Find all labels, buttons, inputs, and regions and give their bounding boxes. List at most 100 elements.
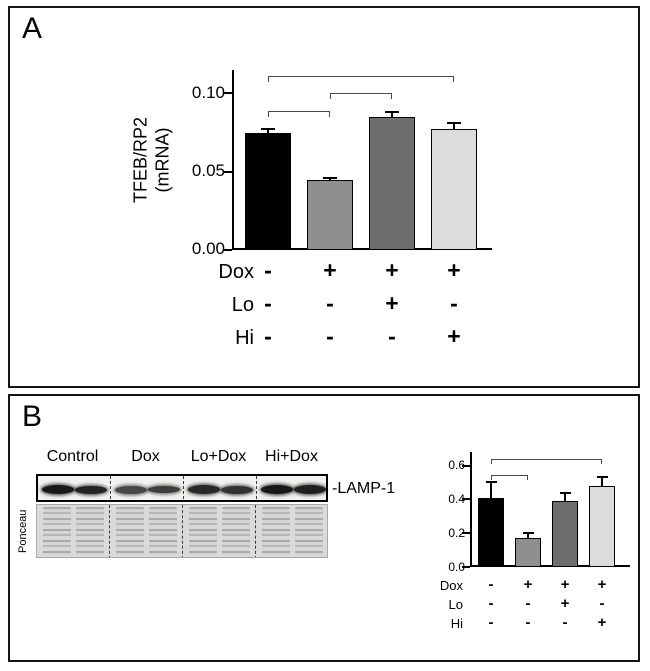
ponceau-lane xyxy=(149,507,178,555)
y-tick-label: 0.2 xyxy=(448,525,465,540)
protein-band xyxy=(221,485,254,494)
treatment-sign: - xyxy=(525,594,531,612)
ponceau-lane xyxy=(261,507,290,555)
treatment-sign: - xyxy=(488,613,494,631)
y-tick-label: 0.05 xyxy=(191,161,225,181)
treatment-sign: + xyxy=(597,575,607,593)
significance-bracket xyxy=(330,93,392,100)
treatment-sign: - xyxy=(525,613,531,631)
ponceau-label: Ponceau xyxy=(17,509,29,553)
treatment-sign: + xyxy=(447,322,461,349)
protein-band xyxy=(294,485,326,494)
ponceau-lane xyxy=(115,507,144,555)
treatment-sign: - xyxy=(264,256,272,283)
error-bar-cap xyxy=(485,481,497,484)
error-bar xyxy=(453,123,455,130)
ponceau-lane xyxy=(188,507,217,555)
chart-bar xyxy=(307,179,353,250)
error-bar-cap xyxy=(447,122,461,125)
error-bar-cap xyxy=(323,177,337,179)
error-bar xyxy=(490,482,492,498)
ponceau-lane xyxy=(295,507,324,555)
y-tick-mark xyxy=(462,464,470,467)
y-tick-label: 0.0 xyxy=(448,559,465,574)
treatment-sign: + xyxy=(597,613,607,631)
treatment-sign: - xyxy=(388,322,396,349)
protein-band xyxy=(187,485,220,494)
lamp1-band-label: -LAMP-1 xyxy=(332,480,396,497)
treatment-row-label: Dox xyxy=(439,578,463,593)
lane-label: Control xyxy=(46,448,99,465)
y-tick-mark xyxy=(224,170,232,173)
error-bar-cap xyxy=(559,491,571,494)
y-tick-label: 0.4 xyxy=(448,491,465,506)
protein-band xyxy=(148,486,181,493)
error-bar-cap xyxy=(522,532,534,535)
y-tick-mark xyxy=(224,92,232,95)
protein-band xyxy=(75,485,108,494)
panel-a: A TFEB/RP2 (mRNA) 0.00 0.05 0.10 Dox - + + + Lo -… xyxy=(8,6,640,388)
error-bar xyxy=(267,129,269,133)
chart-bar xyxy=(369,116,415,250)
y-tick-label: 0.10 xyxy=(191,82,225,102)
treatment-sign: + xyxy=(385,256,399,283)
treatment-sign: + xyxy=(447,256,461,283)
protein-band xyxy=(114,485,147,494)
lane-group-separator xyxy=(183,476,184,500)
panel-b-label: B xyxy=(22,400,43,433)
y-tick-mark xyxy=(462,498,470,501)
ponceau-lane xyxy=(42,507,71,555)
treatment-sign: + xyxy=(523,575,533,593)
western-blot: Control Dox Lo+Dox Hi+Dox xyxy=(36,448,366,568)
lane-group-separator xyxy=(109,505,110,557)
lamp1-blot-strip xyxy=(36,474,328,502)
lane-group-separator xyxy=(110,476,111,500)
y-tick-label: 0.6 xyxy=(448,458,465,473)
bar-chart-mrna: 0.00 0.05 0.10 Dox - + + + Lo - - + - Hi - - - + xyxy=(147,58,517,383)
treatment-sign: + xyxy=(323,256,337,283)
treatment-sign: + xyxy=(560,575,570,593)
treatment-sign: - xyxy=(488,575,494,593)
lane-group-separator xyxy=(182,505,183,557)
chart-bar xyxy=(478,497,504,567)
error-bar xyxy=(527,533,529,539)
treatment-sign: - xyxy=(599,594,605,612)
significance-bracket xyxy=(491,474,528,480)
ponceau-lane xyxy=(222,507,251,555)
panel-b: B Control Dox Lo+Dox Hi+Dox Ponceau -LAMP-1… xyxy=(8,394,640,662)
lane-label: Lo+Dox xyxy=(190,448,247,465)
treatment-sign: - xyxy=(450,289,458,316)
error-bar xyxy=(391,112,393,117)
chart-bar xyxy=(245,132,291,250)
treatment-row-label: Hi xyxy=(450,616,463,631)
chart-bar xyxy=(589,485,615,567)
lane-label: Hi+Dox xyxy=(265,448,318,465)
treatment-sign: - xyxy=(264,289,272,316)
treatment-row-label: Lo xyxy=(448,597,463,612)
error-bar-cap xyxy=(261,128,275,131)
protein-band xyxy=(41,485,74,494)
chart-plot-area xyxy=(470,452,630,567)
y-tick-label: 0.00 xyxy=(191,239,225,259)
treatment-sign: - xyxy=(562,613,568,631)
chart-bar xyxy=(431,129,477,250)
ponceau-stain-block xyxy=(36,504,328,558)
treatment-sign: - xyxy=(264,322,272,349)
treatment-sign: - xyxy=(488,594,494,612)
lane-group-separator xyxy=(256,476,257,500)
y-tick-mark xyxy=(462,532,470,535)
error-bar xyxy=(564,492,566,502)
error-bar xyxy=(601,477,603,486)
chart-plot-area xyxy=(232,70,492,250)
panel-a-label: A xyxy=(22,12,43,45)
treatment-sign: - xyxy=(326,322,334,349)
lane-group-separator xyxy=(255,505,256,557)
chart-bar xyxy=(552,501,578,567)
error-bar-cap xyxy=(596,476,608,479)
error-bar-cap xyxy=(385,111,399,114)
y-tick-mark xyxy=(462,566,470,568)
treatment-row-label: Dox xyxy=(218,261,254,283)
bar-chart-lamp1: 0.0 0.2 0.4 0.6 Dox - + + + Lo - - + - Hi - - - + xyxy=(408,440,643,655)
treatment-sign: + xyxy=(560,594,570,612)
